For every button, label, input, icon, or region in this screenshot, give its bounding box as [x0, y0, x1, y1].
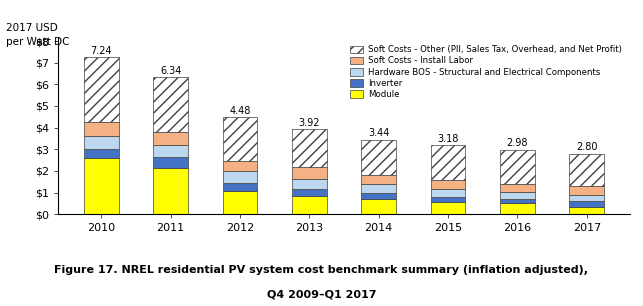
- Text: 4.48: 4.48: [230, 106, 251, 116]
- Text: 2017 USD: 2017 USD: [6, 23, 58, 33]
- Bar: [84, 136, 118, 150]
- Bar: [500, 184, 535, 192]
- Bar: [222, 183, 257, 191]
- Bar: [84, 158, 118, 214]
- Bar: [431, 145, 466, 181]
- Bar: [222, 117, 257, 161]
- Bar: [84, 122, 118, 136]
- Text: Figure 17. NREL residential PV system cost benchmark summary (inflation adjusted: Figure 17. NREL residential PV system co…: [55, 265, 588, 275]
- Bar: [153, 145, 188, 157]
- Bar: [84, 58, 118, 122]
- Text: 2.98: 2.98: [507, 138, 528, 148]
- Bar: [222, 171, 257, 183]
- Bar: [292, 189, 327, 196]
- Bar: [222, 191, 257, 214]
- Bar: [570, 201, 604, 207]
- Bar: [431, 202, 466, 214]
- Bar: [500, 200, 535, 203]
- Bar: [292, 196, 327, 214]
- Legend: Soft Costs - Other (PII, Sales Tax, Overhead, and Net Profit), Soft Costs - Inst: Soft Costs - Other (PII, Sales Tax, Over…: [346, 41, 626, 103]
- Text: 2.80: 2.80: [576, 142, 597, 152]
- Bar: [431, 181, 466, 189]
- Bar: [431, 189, 466, 197]
- Bar: [292, 167, 327, 179]
- Bar: [361, 140, 396, 175]
- Bar: [84, 150, 118, 158]
- Bar: [500, 150, 535, 184]
- Bar: [431, 197, 466, 202]
- Bar: [570, 195, 604, 201]
- Text: 3.44: 3.44: [368, 129, 390, 138]
- Text: 3.18: 3.18: [437, 134, 458, 144]
- Bar: [500, 203, 535, 214]
- Bar: [570, 186, 604, 195]
- Bar: [361, 199, 396, 214]
- Bar: [570, 154, 604, 186]
- Bar: [292, 179, 327, 189]
- Bar: [153, 132, 188, 145]
- Bar: [292, 129, 327, 167]
- Bar: [361, 184, 396, 193]
- Text: 3.92: 3.92: [298, 118, 320, 128]
- Bar: [153, 168, 188, 214]
- Bar: [361, 193, 396, 199]
- Text: Q4 2009–Q1 2017: Q4 2009–Q1 2017: [267, 290, 376, 300]
- Text: per Watt DC: per Watt DC: [6, 37, 70, 47]
- Bar: [153, 157, 188, 168]
- Bar: [153, 77, 188, 132]
- Bar: [500, 192, 535, 200]
- Text: 7.24: 7.24: [91, 46, 112, 56]
- Bar: [570, 207, 604, 214]
- Text: 6.34: 6.34: [160, 66, 181, 76]
- Bar: [222, 161, 257, 171]
- Bar: [361, 175, 396, 184]
